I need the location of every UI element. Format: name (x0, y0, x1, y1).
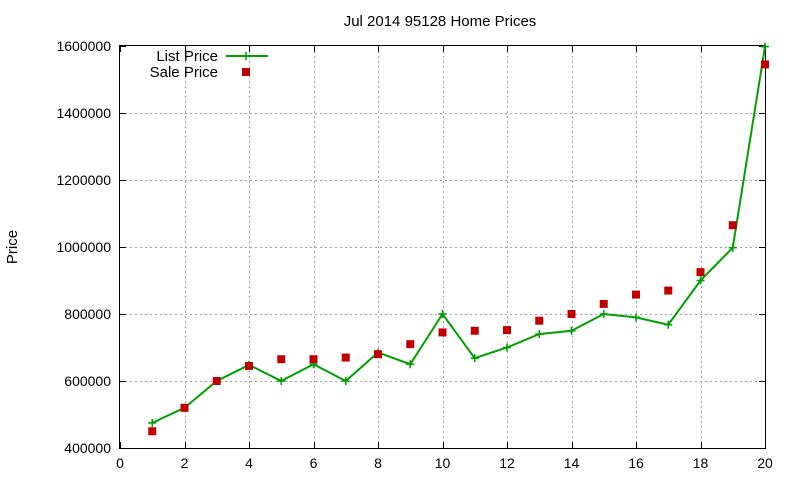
plot-frame (119, 45, 766, 449)
list-price-point (632, 313, 640, 322)
sale-price-point (632, 290, 640, 299)
y-tick-label: 600000 (64, 373, 111, 389)
sale-price-point (503, 326, 511, 335)
x-tick-label: 14 (564, 455, 580, 471)
y-tick-label: 1000000 (56, 239, 111, 255)
list-price-point (599, 310, 608, 318)
list-price-point (438, 310, 447, 318)
x-tick-label: 0 (116, 455, 124, 471)
x-tick-label: 2 (181, 455, 189, 471)
list-price-point (761, 42, 769, 51)
sale-price-point (664, 286, 673, 295)
sale-price-point (599, 299, 608, 308)
list-price-point (406, 360, 415, 369)
sale-price-point (696, 268, 705, 277)
x-tick-label: 4 (245, 455, 253, 471)
list-price-point (696, 276, 705, 285)
series (148, 42, 769, 436)
sale-price-point (277, 355, 286, 364)
list-price-point (535, 330, 544, 339)
list-price-point (728, 243, 737, 252)
grid (120, 46, 765, 448)
sale-price-point (309, 355, 318, 364)
series-list-price (148, 42, 769, 427)
x-tick-label: 18 (693, 455, 709, 471)
axis-ticks: 0 2 4 6 8 10 12 14 16 18 20 400000 600000 800000 10000… (56, 38, 773, 471)
legend-marker-sale-price (242, 68, 250, 76)
sale-price-point (470, 326, 479, 335)
sale-price-point (406, 340, 415, 349)
sale-price-point (148, 427, 157, 436)
y-tick-label: 1600000 (56, 38, 111, 54)
sale-price-point (567, 310, 576, 318)
sale-price-point (180, 403, 189, 412)
sale-price-point (535, 316, 544, 325)
x-tick-label: 12 (499, 455, 515, 471)
legend-label-sale-price: Sale Price (150, 64, 218, 81)
list-price-point (277, 377, 286, 385)
x-tick-label: 10 (435, 455, 451, 471)
y-tick-label: 800000 (64, 306, 111, 322)
x-tick-label: 8 (374, 455, 382, 471)
legend-label-list-price: List Price (156, 48, 218, 65)
sale-price-point (438, 328, 447, 337)
list-price-point (341, 377, 350, 385)
y-axis-label: Price (4, 230, 21, 264)
legend-marker-list-price (242, 52, 250, 60)
sale-price-point (374, 350, 382, 359)
list-price-point (567, 326, 576, 335)
list-price-line (151, 46, 766, 424)
x-tick-label: 20 (757, 455, 773, 471)
y-tick-label: 1400000 (56, 105, 111, 121)
list-price-point (470, 354, 479, 363)
x-tick-label: 6 (310, 455, 318, 471)
chart-title: Jul 2014 95128 Home Prices (344, 13, 537, 30)
x-tick-label: 16 (628, 455, 644, 471)
sale-price-point (761, 60, 769, 69)
y-tick-label: 1200000 (56, 172, 111, 188)
sale-price-point (212, 377, 221, 385)
sale-price-point (245, 361, 253, 370)
series-sale-price (148, 60, 769, 436)
list-price-point (148, 418, 157, 427)
sale-price-point (341, 353, 350, 362)
y-tick-label: 400000 (64, 440, 111, 456)
sale-price-point (728, 221, 737, 230)
list-price-point (664, 320, 673, 329)
list-price-point (503, 343, 511, 352)
